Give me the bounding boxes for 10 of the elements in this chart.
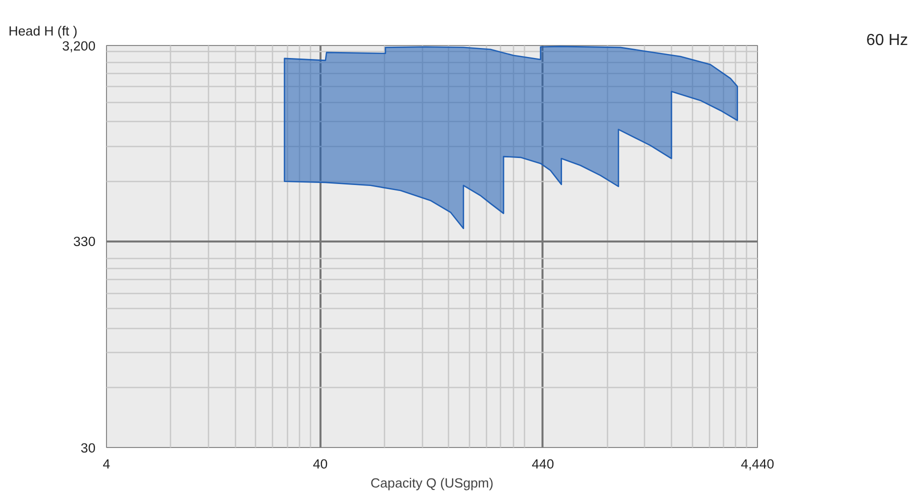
text: 60 Hz — [866, 31, 908, 51]
y-tick-label: 330 — [73, 234, 96, 250]
x-tick-label: 4 — [102, 456, 111, 472]
y-tick-label: 30 — [80, 440, 96, 456]
y-tick-label: 3,200 — [62, 38, 96, 54]
x-tick-label: 40 — [312, 456, 328, 472]
y-axis-title: Head H (ft ) — [8, 24, 78, 38]
x-axis-title: Capacity Q (USgpm) — [370, 476, 494, 490]
x-tick-label: 4,440 — [740, 456, 774, 472]
x-tick-label: 440 — [532, 456, 554, 472]
